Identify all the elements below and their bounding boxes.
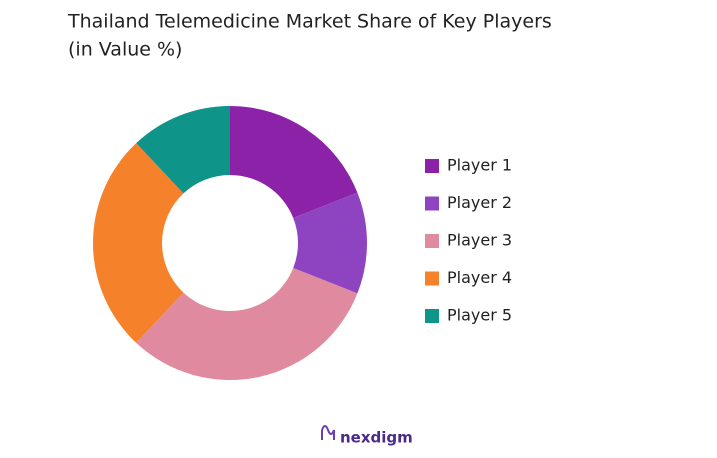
legend-label: Player 4	[447, 268, 512, 287]
donut-slice	[136, 268, 358, 380]
legend-label: Player 5	[447, 306, 512, 325]
legend-label: Player 2	[447, 193, 512, 212]
legend-label: Player 1	[447, 156, 512, 175]
legend-swatch	[425, 309, 439, 323]
legend-swatch	[425, 159, 439, 173]
chart-subtitle: (in Value %)	[68, 39, 182, 61]
donut-slice	[293, 192, 367, 294]
chart-title: Thailand Telemedicine Market Share of Ke…	[67, 11, 552, 33]
logo-icon	[321, 425, 335, 440]
legend-swatch	[425, 196, 439, 211]
donut-slice	[230, 106, 358, 218]
legend-swatch	[425, 271, 439, 286]
legend-label: Player 3	[447, 231, 512, 250]
watermark: nexdigm	[340, 429, 413, 447]
donut-slice	[136, 106, 230, 194]
legend-swatch	[425, 234, 439, 248]
donut-slice	[92, 143, 184, 343]
